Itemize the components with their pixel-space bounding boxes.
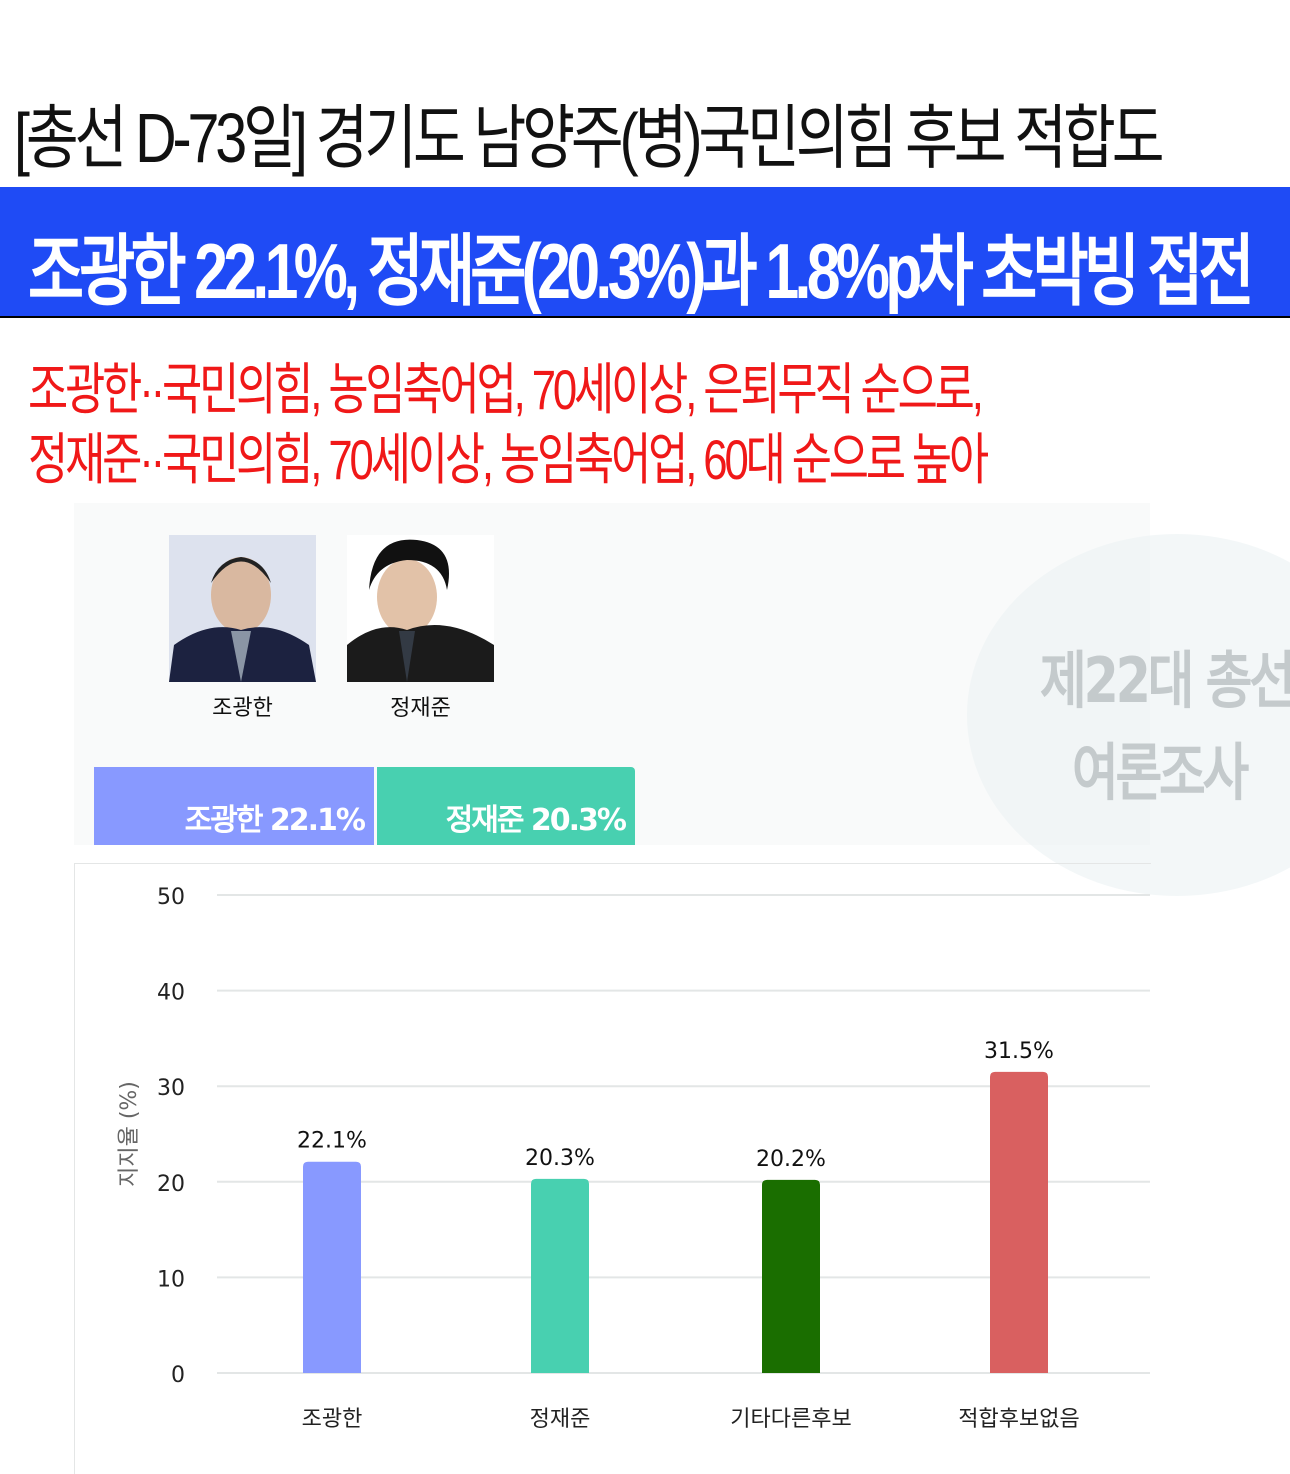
- y-tick-label: 20: [157, 1172, 185, 1197]
- subtitle-line-2: 정재준··국민의힘, 70세이상, 농임축어업, 60대 순으로 높아: [28, 428, 989, 491]
- x-tick-label: 정재준: [530, 1407, 591, 1432]
- y-axis-label: 지지율 (%): [117, 1081, 142, 1187]
- bar: [762, 1179, 820, 1373]
- banner-text: 조광한 22.1%, 정재준(20.3%)과 1.8%p차 초박빙 접전: [28, 227, 1255, 315]
- y-tick-label: 10: [157, 1267, 185, 1292]
- chart-frame: [74, 863, 1151, 1474]
- bar: [303, 1161, 361, 1373]
- candidate-bar-label-1: 조광한 22.1%: [184, 803, 366, 838]
- headline-banner: 조광한 22.1%, 정재준(20.3%)과 1.8%p차 초박빙 접전: [0, 187, 1290, 318]
- y-tick-label: 30: [157, 1076, 185, 1101]
- candidate-bar-2: 정재준 20.3%: [377, 767, 635, 845]
- y-tick-label: 0: [171, 1363, 185, 1388]
- page-title: [총선 D-73일] 경기도 남양주(병)국민의힘 후보 적합도: [14, 99, 1165, 177]
- data-label: 20.3%: [525, 1146, 595, 1171]
- watermark-circle: [967, 534, 1290, 896]
- candidate-photo-1: [169, 535, 316, 682]
- data-label: 22.1%: [297, 1129, 367, 1154]
- x-tick-label: 조광한: [302, 1407, 363, 1432]
- data-label: 31.5%: [984, 1039, 1054, 1064]
- bar: [990, 1071, 1048, 1373]
- candidate-photo-2: [347, 535, 494, 682]
- candidate-name-2: 정재준: [390, 696, 451, 721]
- x-tick-label: 기타다른후보: [730, 1407, 851, 1432]
- candidate-bar-label-2: 정재준 20.3%: [445, 803, 627, 838]
- x-tick-label: 적합후보없음: [958, 1407, 1079, 1432]
- candidate-bar-1: 조광한 22.1%: [94, 767, 374, 845]
- candidate-name-1: 조광한: [212, 696, 273, 721]
- subtitle-line-1: 조광한··국민의힘, 농임축어업, 70세이상, 은퇴무직 순으로,: [28, 358, 984, 421]
- data-label: 20.2%: [756, 1147, 826, 1172]
- bar: [531, 1178, 589, 1373]
- watermark-line-1: 제22대 총선: [1040, 644, 1290, 717]
- watermark-line-2: 여론조사: [1072, 736, 1249, 809]
- y-tick-label: 50: [157, 885, 185, 910]
- y-tick-label: 40: [157, 981, 185, 1006]
